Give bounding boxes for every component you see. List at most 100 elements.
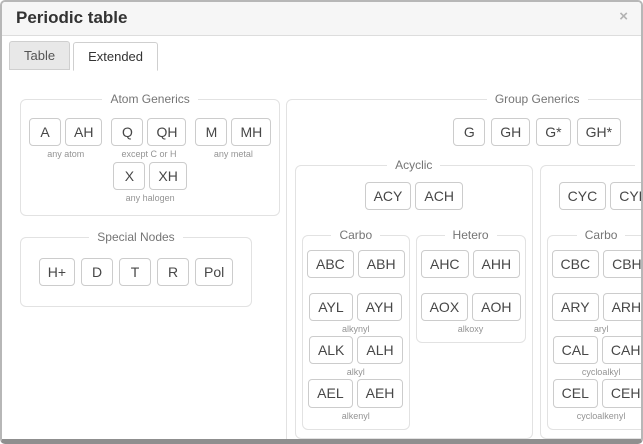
- cyclic-fieldset: Cyclic CYC CYH CXX CXH no carbon: [539, 158, 641, 439]
- atom-button-q[interactable]: Q: [111, 118, 144, 147]
- button-ahc[interactable]: AHC: [420, 250, 469, 279]
- atom-generics-row-2: X XH any halogen: [29, 162, 271, 205]
- button-arh[interactable]: ARH: [602, 293, 641, 322]
- button-ael[interactable]: AEL: [308, 379, 353, 408]
- button-alk[interactable]: ALK: [308, 336, 354, 365]
- special-button-r[interactable]: R: [157, 258, 190, 287]
- any-halogen-group: X XH any halogen: [113, 162, 187, 205]
- acyclic-carbo-row: ALK ALH alkyl: [308, 336, 403, 379]
- button-aeh[interactable]: AEH: [356, 379, 404, 408]
- atom-generics-row-1: A AH any atom Q QH except C or H: [29, 118, 272, 161]
- acyclic-hetero-legend: Hetero: [452, 228, 489, 243]
- tab-bar: Table Extended: [2, 36, 641, 71]
- except-c-h-label: except C or H: [121, 149, 177, 160]
- atom-button-a[interactable]: A: [29, 118, 61, 147]
- cycloalkyl-label: cycloalkyl: [581, 367, 621, 378]
- acyclic-cyclic-columns: Acyclic ACY ACH Carbo: [295, 158, 641, 439]
- alkynyl-label: alkynyl: [342, 324, 370, 335]
- atom-button-x[interactable]: X: [113, 162, 146, 191]
- dialog-title: Periodic table: [16, 8, 128, 27]
- left-column: Atom Generics A AH any atom Q QH: [20, 92, 281, 439]
- dialog-header: Periodic table ×: [2, 2, 641, 36]
- dialog-content: Atom Generics A AH any atom Q QH: [2, 70, 641, 439]
- button-ahh[interactable]: AHH: [472, 250, 521, 279]
- atom-button-xh[interactable]: XH: [149, 162, 187, 191]
- any-halogen-label: any halogen: [125, 193, 175, 204]
- cyclic-top-group: CYC CYH CXX CXH no carbon: [547, 178, 641, 222]
- any-atom-label: any atom: [47, 149, 85, 160]
- acyclic-legend: Acyclic: [395, 158, 433, 173]
- button-cel[interactable]: CEL: [552, 379, 598, 408]
- cyclic-button-cyh[interactable]: CYH: [610, 182, 641, 211]
- cyclic-inner-columns: Carbo CBC CBH: [546, 228, 641, 430]
- group-generics-fieldset: Group Generics G GH G* GH* Acyclic ACY A…: [286, 92, 641, 439]
- button-abh[interactable]: ABH: [357, 250, 405, 279]
- special-button-d[interactable]: D: [81, 258, 114, 287]
- button-cal[interactable]: CAL: [552, 336, 598, 365]
- atom-button-m[interactable]: M: [195, 118, 228, 147]
- button-aox[interactable]: AOX: [420, 293, 469, 322]
- any-metal-group: M MH any metal: [195, 118, 272, 161]
- special-nodes-row: H+ D T R Pol: [29, 258, 243, 287]
- cycloalkenyl-label: cycloalkenyl: [576, 410, 626, 421]
- button-ary[interactable]: ARY: [552, 293, 599, 322]
- group-button-gh[interactable]: GH: [491, 118, 531, 147]
- button-ceh[interactable]: CEH: [601, 379, 641, 408]
- group-button-g[interactable]: G: [453, 118, 486, 147]
- button-alh[interactable]: ALH: [357, 336, 403, 365]
- alkyl-label: alkyl: [346, 367, 365, 378]
- atom-button-ah[interactable]: AH: [65, 118, 103, 147]
- cyclic-carbo-fieldset: Carbo CBC CBH: [546, 228, 641, 430]
- button-cbh[interactable]: CBH: [603, 250, 641, 279]
- special-button-t[interactable]: T: [119, 258, 152, 287]
- button-abc[interactable]: ABC: [307, 250, 354, 279]
- acyclic-spacer: [302, 210, 526, 222]
- group-generics-top-row: G GH G* GH*: [295, 118, 641, 147]
- acyclic-hetero-fieldset: Hetero AHC AHH: [415, 228, 526, 344]
- acyclic-fieldset: Acyclic ACY ACH Carbo: [295, 158, 533, 439]
- special-button-h-plus[interactable]: H+: [38, 258, 76, 287]
- atom-button-mh[interactable]: MH: [231, 118, 272, 147]
- alkenyl-label: alkenyl: [341, 410, 370, 421]
- cyclic-carbo-legend: Carbo: [584, 228, 618, 243]
- button-ayl[interactable]: AYL: [309, 293, 353, 322]
- except-c-h-group: Q QH except C or H: [111, 118, 187, 161]
- cyclic-carbo-row: CEL CEH cycloalkenyl: [552, 379, 641, 422]
- button-cah[interactable]: CAH: [601, 336, 641, 365]
- button-aoh[interactable]: AOH: [472, 293, 521, 322]
- special-button-pol[interactable]: Pol: [195, 258, 234, 287]
- acyclic-carbo-row: AYL AYH alkynyl: [309, 293, 403, 336]
- cyclic-carbo-row: CAL CAH cycloalkyl: [552, 336, 641, 379]
- tab-table[interactable]: Table: [9, 41, 71, 70]
- atom-button-qh[interactable]: QH: [147, 118, 187, 147]
- acyclic-carbo-fieldset: Carbo ABC ABH: [302, 228, 410, 430]
- group-generics-legend: Group Generics: [494, 92, 580, 106]
- acyclic-carbo-row: ABC ABH: [307, 250, 405, 293]
- acyclic-carbo-row: AEL AEH alkenyl: [308, 379, 404, 422]
- special-nodes-legend: Special Nodes: [97, 230, 175, 245]
- cyclic-button-cyc[interactable]: CYC: [558, 182, 607, 211]
- no-carbon-label: no carbon: [547, 210, 641, 222]
- cyclic-carbo-row: ARY ARH aryl: [552, 293, 641, 336]
- acyclic-hetero-row: AOX AOH alkoxy: [420, 293, 521, 336]
- cyclic-legend: Cyclic: [635, 158, 641, 172]
- tab-extended[interactable]: Extended: [73, 42, 159, 71]
- close-icon[interactable]: ×: [619, 8, 628, 25]
- atom-generics-legend: Atom Generics: [110, 92, 190, 106]
- acyclic-button-acy[interactable]: ACY: [364, 182, 412, 211]
- button-ayh[interactable]: AYH: [356, 293, 403, 322]
- right-column: Group Generics G GH G* GH* Acyclic ACY A…: [286, 92, 641, 439]
- acyclic-hetero-row: AHC AHH: [420, 250, 521, 293]
- acyclic-carbo-legend: Carbo: [339, 228, 373, 243]
- button-cbc[interactable]: CBC: [551, 250, 600, 279]
- cyclic-carbo-row: CBC CBH: [551, 250, 641, 293]
- acyclic-top-row: ACY ACH: [302, 182, 526, 211]
- acyclic-button-ach[interactable]: ACH: [415, 182, 463, 211]
- acyclic-inner-columns: Carbo ABC ABH: [302, 228, 526, 430]
- special-nodes-fieldset: Special Nodes H+ D T R Pol: [20, 230, 252, 308]
- group-button-gh-star[interactable]: GH*: [576, 118, 622, 147]
- group-button-g-star[interactable]: G*: [536, 118, 571, 147]
- alkoxy-label: alkoxy: [457, 324, 484, 335]
- any-metal-label: any metal: [213, 149, 253, 160]
